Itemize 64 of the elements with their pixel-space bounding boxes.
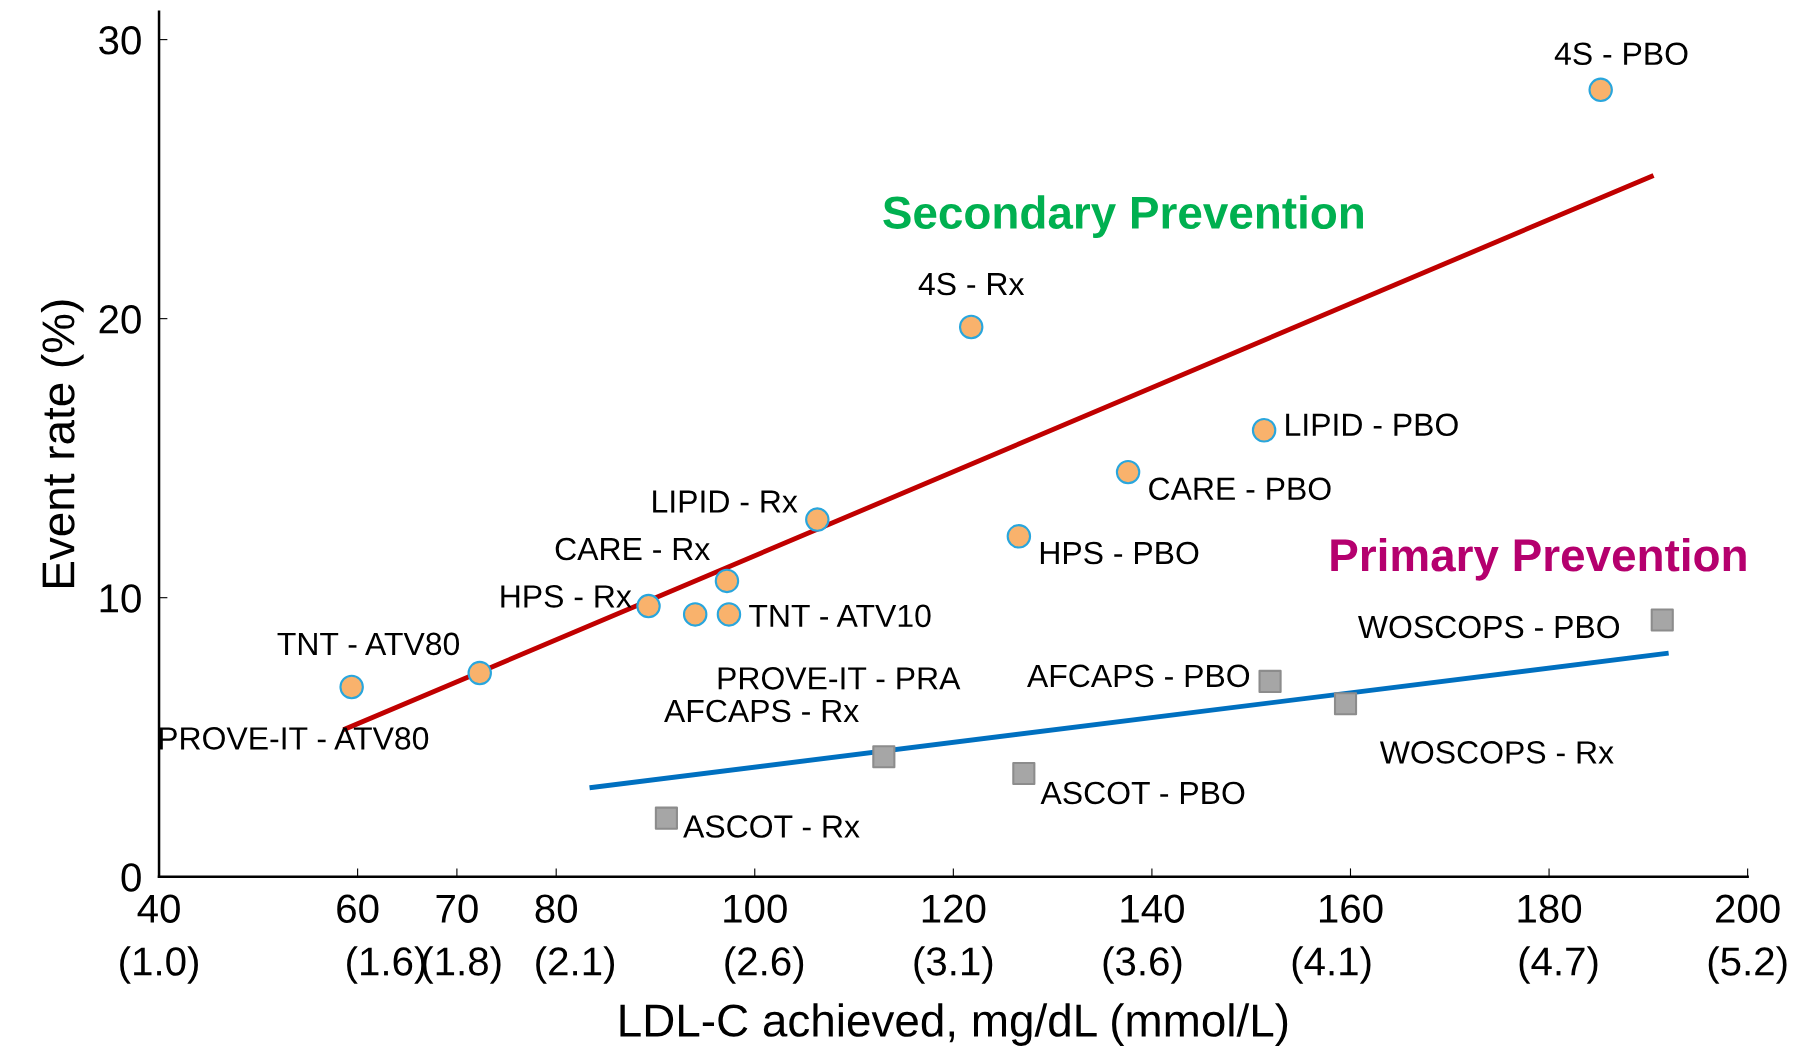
y-tick-label: 20	[99, 305, 141, 334]
x2-tick-label: (2.1)	[536, 946, 615, 984]
annotation: PROVE-IT - ATV80	[159, 727, 429, 750]
x2-tick-label: (4.1)	[1292, 946, 1371, 984]
x-tick-label: 100	[724, 894, 787, 923]
x-tick-label: 160	[1319, 894, 1383, 923]
point	[1251, 418, 1277, 443]
y-tick-label: 30	[99, 26, 141, 55]
annotation: LIPID - Rx	[653, 490, 798, 513]
annotation: 4S - PBO	[1554, 42, 1688, 66]
point	[716, 602, 742, 627]
annotation: TNT - ATV10	[749, 604, 931, 628]
x-tick-label: 70	[436, 894, 478, 923]
point	[1588, 77, 1613, 103]
point	[1333, 692, 1358, 716]
annotation: WOSCOPS - PBO	[1358, 615, 1620, 639]
point	[339, 674, 364, 700]
annotation: HPS - Rx	[501, 585, 632, 608]
x-tick-label: 140	[1121, 894, 1184, 923]
annotation: AFCAPS - Rx	[664, 699, 859, 723]
annotation: CARE - Rx	[555, 537, 710, 561]
x2-tick-label: (1.6)	[347, 946, 425, 984]
x2-tick-label: (5.2)	[1708, 946, 1787, 984]
point	[467, 660, 492, 686]
x2-tick-label: (1.8)	[422, 946, 501, 984]
point	[1006, 524, 1032, 549]
point	[805, 507, 830, 532]
annotation: HPS - PBO	[1040, 541, 1199, 565]
point	[1650, 608, 1674, 632]
point	[654, 806, 678, 830]
x2-tick-label: (4.7)	[1519, 946, 1598, 984]
y-tick-label: 0	[121, 863, 141, 892]
x2-tick-label: (1.0)	[120, 946, 198, 984]
x-axis-title: LDL-C achieved, mg/dL (mmol/L)	[620, 1003, 1288, 1046]
x-tick-label: 200	[1716, 894, 1780, 923]
x-tick-label: 120	[922, 894, 986, 923]
y-axis-title: Event rate (%)	[40, 300, 84, 587]
point	[714, 568, 740, 594]
annotation: ASCOT - Rx	[683, 815, 860, 838]
x-tick-label: 40	[137, 894, 180, 923]
y-tick-label: 10	[100, 584, 141, 613]
annotation: AFCAPS - PBO	[1027, 664, 1250, 688]
annotation: TNT - ATV80	[277, 632, 460, 656]
annotation: ASCOT - PBO	[1040, 781, 1245, 805]
annotation: LIPID - PBO	[1286, 413, 1458, 437]
point	[636, 593, 661, 619]
x-tick-label: 180	[1518, 894, 1582, 923]
point	[958, 314, 984, 340]
point	[1115, 459, 1141, 485]
x-tick-label: 60	[337, 894, 379, 923]
x2-tick-label: (3.6)	[1103, 946, 1182, 984]
x2-tick-label: (3.1)	[914, 946, 993, 984]
annotation: CARE - PBO	[1149, 477, 1331, 501]
x2-tick-label: (2.6)	[725, 946, 804, 984]
point	[872, 745, 896, 769]
annotation: PROVE-IT - PRA	[718, 667, 961, 690]
annotation: Primary Prevention	[1331, 537, 1746, 581]
annotation: WOSCOPS - Rx	[1379, 741, 1614, 764]
annotation: 4S - Rx	[918, 272, 1025, 296]
point	[1012, 761, 1036, 786]
point	[682, 602, 708, 627]
x-tick-label: 80	[535, 894, 578, 923]
annotation: Secondary Prevention	[883, 195, 1363, 239]
point	[1258, 669, 1282, 693]
